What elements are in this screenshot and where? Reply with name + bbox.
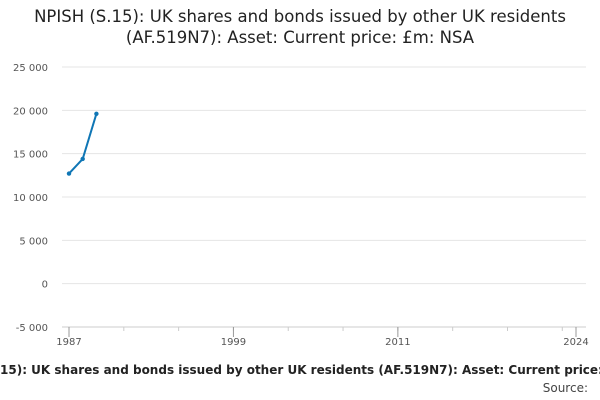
source-label: Source: <box>543 381 588 395</box>
y-tick-label: -5 000 <box>16 323 48 334</box>
y-tick-label: 5 000 <box>19 236 48 247</box>
y-tick-label: 0 <box>42 280 48 291</box>
y-tick-label: 10 000 <box>13 193 48 204</box>
y-axis: 25 000 20 000 15 000 10 000 5 000 0 -5 000 <box>13 63 48 334</box>
x-tick-label: 1999 <box>221 337 246 348</box>
chart-title: NPISH (S.15): UK shares and bonds issued… <box>34 7 566 47</box>
data-point <box>66 171 72 176</box>
x-axis: 1987 1999 2011 2024 <box>56 326 589 348</box>
legend-label: NPISH (S.15): UK shares and bonds issued… <box>0 363 600 377</box>
x-tick-label: 1987 <box>56 337 81 348</box>
data-point <box>94 111 99 117</box>
series-line <box>68 113 98 175</box>
series-layer <box>66 111 99 176</box>
data-point <box>80 156 85 162</box>
y-tick-label: 15 000 <box>13 150 48 161</box>
x-tick-label: 2011 <box>385 337 410 348</box>
grid-layer <box>62 66 586 328</box>
x-tick-label: 2024 <box>563 337 588 348</box>
y-tick-label: 20 000 <box>13 106 48 117</box>
y-tick-label: 25 000 <box>13 63 48 74</box>
